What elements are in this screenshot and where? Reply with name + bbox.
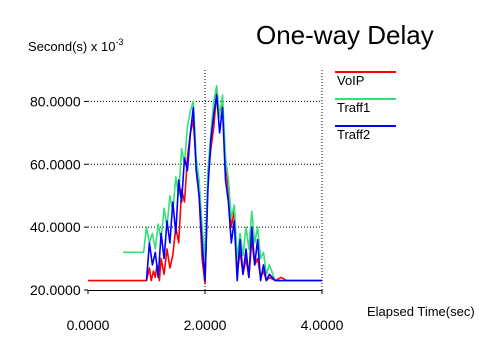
x-tick-label: 2.0000 (184, 317, 227, 333)
y-tick-labels: 20.0000 40.0000 60.0000 80.0000 (30, 93, 88, 298)
y-tick-label: 80.0000 (30, 93, 81, 109)
y-axis-unit-text: Second(s) x 10 (28, 39, 115, 54)
x-tick-label: 4.0000 (301, 317, 344, 333)
chart-title: One-way Delay (256, 20, 434, 50)
y-axis-unit-exponent: -3 (115, 37, 123, 47)
y-axis-unit-label: Second(s) x 10-3 (28, 37, 123, 54)
x-tick-labels: 0.0000 2.0000 4.0000 (67, 290, 344, 333)
y-tick-label: 40.0000 (30, 219, 81, 235)
x-axis-label: Elapsed Time(sec) (367, 304, 475, 319)
y-tick-label: 20.0000 (30, 282, 81, 298)
y-tick-label: 60.0000 (30, 156, 81, 172)
series-lines (88, 84, 322, 285)
series-line-traff1 (123, 84, 322, 282)
series-line-traff2 (145, 94, 322, 282)
legend-label-traff1: Traff1 (337, 100, 370, 115)
legend-label-traff2: Traff2 (337, 127, 370, 142)
x-tick-label: 0.0000 (67, 317, 110, 333)
legend: VoIP Traff1 Traff2 (335, 71, 396, 142)
legend-label-voip: VoIP (337, 73, 364, 88)
